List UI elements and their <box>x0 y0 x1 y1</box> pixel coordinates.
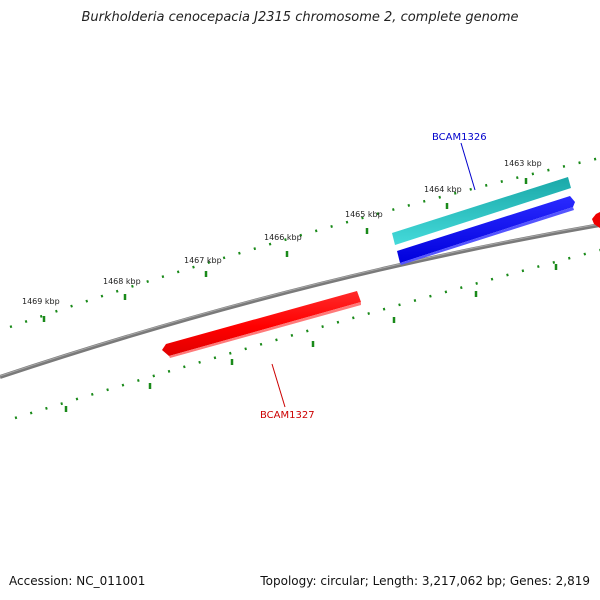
tick-label: 1465 kbp <box>345 210 383 219</box>
tick-label: 1468 kbp <box>103 277 141 286</box>
tick-label: 1466 kbp <box>264 233 302 242</box>
cds-arrow-forward-shadow <box>400 207 574 265</box>
tick-label: 1464 kbp <box>424 185 462 194</box>
outer-major-ticks <box>42 178 528 322</box>
map-title: Burkholderia cenocepacia J2315 chromosom… <box>81 10 519 25</box>
genome-backbone-highlight <box>0 223 600 377</box>
inner-scale-arc <box>14 248 600 420</box>
genome-backbone <box>0 223 600 379</box>
bcam1326-leader-line <box>460 142 476 191</box>
gene-bcam1326-feature[interactable] <box>397 196 575 265</box>
topology-text: Topology: circular; Length: 3,217,062 bp… <box>260 574 590 588</box>
tick-label: 1463 kbp <box>504 159 542 168</box>
tick-label: 1467 kbp <box>184 256 222 265</box>
cds-arrow-reverse-shadow <box>169 302 361 358</box>
gene-bcam1326-gene-feature[interactable] <box>392 177 571 245</box>
partial-reverse-feature[interactable] <box>592 212 600 228</box>
cds-arrow-forward <box>397 196 575 263</box>
bcam1327-leader-line <box>271 363 286 408</box>
cds-arrow-reverse <box>162 291 361 356</box>
gene-label-bcam1327: BCAM1327 <box>260 410 315 421</box>
inner-major-ticks <box>64 264 558 412</box>
tick-label: 1469 kbp <box>22 297 60 306</box>
gene-bcam1327-feature[interactable] <box>162 291 361 358</box>
gene-label-bcam1326: BCAM1326 <box>432 132 487 143</box>
gene-bar-forward <box>392 177 571 245</box>
accession-text: Accession: NC_011001 <box>9 574 146 588</box>
